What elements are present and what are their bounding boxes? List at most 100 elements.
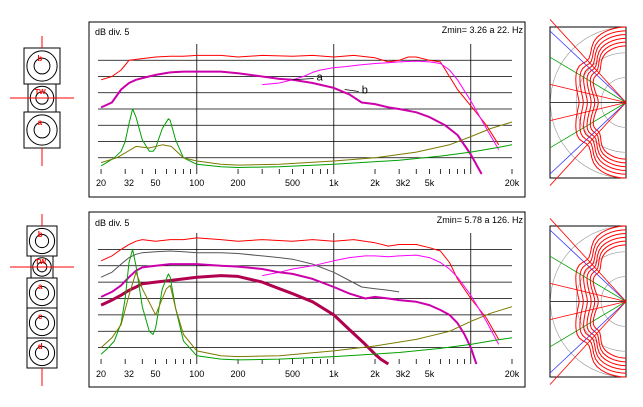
polar-ray xyxy=(549,301,627,348)
driver-label: b xyxy=(37,54,42,63)
polar-ray xyxy=(549,56,627,103)
polar-contour xyxy=(589,240,627,363)
driver-cone-inner xyxy=(34,315,50,331)
polar-contour xyxy=(586,37,627,168)
x-tick-label: 32 xyxy=(124,178,134,188)
polar-contour xyxy=(579,229,627,374)
x-tick-label: 20k xyxy=(505,369,520,379)
polar-ray xyxy=(549,301,627,321)
driver-cone-outer xyxy=(28,279,56,307)
x-tick-label: 500 xyxy=(285,369,300,379)
response-curve-grey xyxy=(100,250,400,293)
driver-cone-inner xyxy=(34,345,50,361)
x-tick-label: 20 xyxy=(96,178,106,188)
chart-top-zmin-label: Zmin= 3.26 a 22. Hz xyxy=(442,25,524,35)
x-tick-label: 50 xyxy=(151,369,161,379)
chart-top-frame xyxy=(88,21,526,198)
polar-ray xyxy=(549,255,627,302)
response-curve-red xyxy=(100,54,500,146)
x-tick-label: 2k xyxy=(370,178,380,188)
driver-cone-outer xyxy=(28,339,56,367)
driver-cone-inner xyxy=(33,121,51,139)
curve-annotation-label: b xyxy=(362,85,368,97)
driver-layout-top: b TW a xyxy=(10,36,74,166)
polar-guide-blue xyxy=(549,229,627,302)
annotation-leader xyxy=(344,89,359,92)
x-tick-label: 20 xyxy=(96,369,106,379)
polar-ray xyxy=(549,218,627,302)
x-tick-label: 100 xyxy=(189,369,204,379)
polar-contour xyxy=(586,236,627,367)
chart-bottom-scale-label: dB div. 5 xyxy=(95,218,129,228)
polar-contour xyxy=(592,45,627,160)
polar-contour xyxy=(589,41,627,164)
polar-guide-blue xyxy=(549,301,627,374)
driver-label: d xyxy=(38,342,43,351)
response-curve-olive xyxy=(100,121,513,166)
driver-box xyxy=(26,277,58,309)
response-curve-magenta xyxy=(262,60,500,150)
polar-guide-blue xyxy=(549,30,627,103)
response-curve-red xyxy=(100,237,500,340)
polar-contour xyxy=(583,233,627,370)
x-tick-label: 50 xyxy=(151,178,161,188)
driver-label: TW xyxy=(35,89,46,96)
response-curve-olive xyxy=(100,271,513,358)
x-tick-label: 200 xyxy=(231,178,246,188)
driver-label: a xyxy=(38,118,43,127)
polar-ray xyxy=(549,102,627,186)
x-tick-label: 100 xyxy=(189,178,204,188)
polar-contour xyxy=(592,244,627,359)
driver-cone-inner xyxy=(34,233,50,249)
x-tick-label: 5k xyxy=(425,369,435,379)
chart-bottom-zmin-label: Zmin= 5.78 a 126. Hz xyxy=(437,215,524,225)
chart-top-scale-label: dB div. 5 xyxy=(95,27,129,37)
x-tick-label: 200 xyxy=(231,369,246,379)
x-tick-label: 5k xyxy=(425,178,435,188)
polar-contour xyxy=(583,34,627,171)
curve-annotation-label: a xyxy=(317,72,324,84)
driver-cone-inner xyxy=(33,57,51,75)
driver-cone-inner xyxy=(34,285,50,301)
response-curve-deep xyxy=(100,274,390,366)
polar-ray xyxy=(549,83,627,103)
x-tick-label: 3k2 xyxy=(396,369,411,379)
polar-ray xyxy=(549,301,627,385)
driver-label: b xyxy=(38,230,43,239)
polar-contour xyxy=(575,225,627,378)
driver-box xyxy=(23,47,61,85)
x-tick-label: 1k xyxy=(329,178,339,188)
driver-layout-bottom: b TW a c d xyxy=(10,214,74,386)
response-curve-green xyxy=(100,108,513,168)
polar-ray xyxy=(549,19,627,103)
polar-plot-bottom xyxy=(549,218,627,385)
polar-ray xyxy=(549,282,627,302)
polar-contour xyxy=(579,30,627,175)
driver-box xyxy=(26,307,58,339)
annotation-leader xyxy=(292,78,314,81)
response-curve-purple xyxy=(100,70,483,175)
driver-label: c xyxy=(38,312,43,321)
driver-label: TW xyxy=(35,259,46,266)
x-tick-label: 3k2 xyxy=(396,178,411,188)
x-tick-label: 32 xyxy=(124,369,134,379)
polar-guide-blue xyxy=(549,102,627,175)
x-tick-label: 20k xyxy=(505,178,520,188)
driver-label: a xyxy=(38,282,43,291)
driver-cone-outer xyxy=(26,114,58,146)
polar-contour xyxy=(575,26,627,179)
x-tick-label: 500 xyxy=(285,178,300,188)
polar-plot-top xyxy=(549,19,627,186)
driver-cone-outer xyxy=(26,50,58,82)
driver-cone-outer xyxy=(28,227,56,255)
driver-cone-outer xyxy=(28,309,56,337)
response-chart-bottom: dB div. 5 Zmin= 5.78 a 126. Hz 20 32 50 100… xyxy=(88,211,526,388)
response-chart-top: dB div. 5 Zmin= 3.26 a 22. Hz a b 20 32 50 1… xyxy=(88,21,526,198)
x-tick-label: 2k xyxy=(370,369,380,379)
polar-ray xyxy=(549,102,627,149)
response-curve-green xyxy=(100,248,513,361)
response-curve-magenta xyxy=(262,254,500,345)
x-tick-label: 1k xyxy=(329,369,339,379)
polar-ray xyxy=(549,102,627,122)
